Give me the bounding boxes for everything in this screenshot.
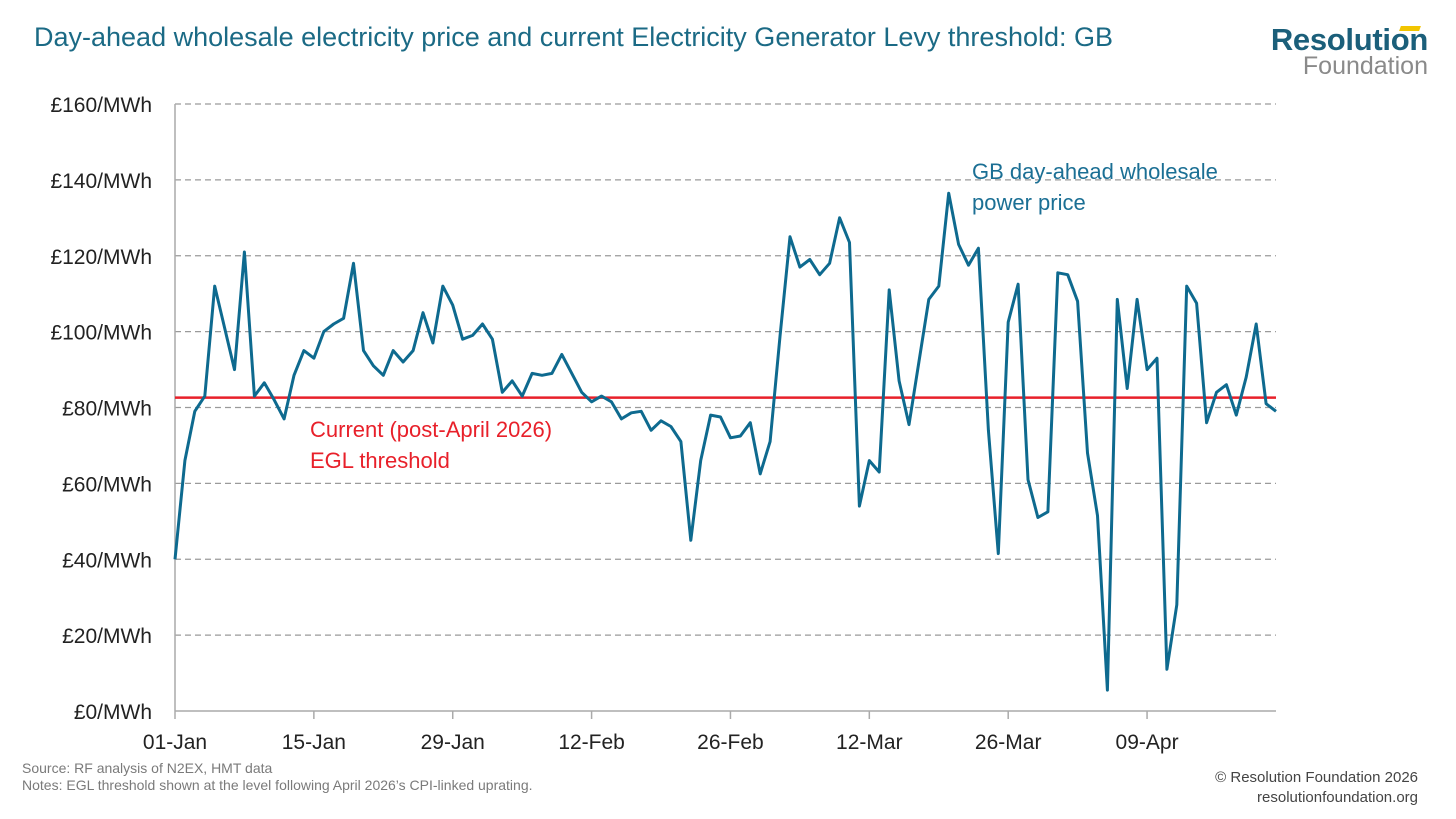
x-tick-label: 29-Jan [421,731,485,754]
y-tick-label: £120/MWh [50,246,152,269]
x-tick-label: 15-Jan [282,731,346,754]
footer-notes: Source: RF analysis of N2EX, HMT data No… [22,760,533,794]
website-link[interactable]: resolutionfoundation.org [1257,789,1418,806]
y-axis-ticks: £0/MWh £20/MWh £40/MWh £60/MWh £80/MWh £100/M… [50,94,152,724]
y-tick-label: £0/MWh [74,701,152,724]
x-tick-label: 26-Feb [697,731,764,754]
logo-line2: Foundation [1302,52,1428,80]
logo-line1: Resolution [1270,22,1428,57]
x-tick-label: 26-Mar [975,731,1042,754]
copyright-text: © Resolution Foundation 2026 [1215,769,1418,786]
series-label-line1: GB day-ahead wholesale [972,159,1218,184]
series-label-line2: power price [972,190,1086,215]
notes-text: Notes: EGL threshold shown at the level … [22,777,533,793]
y-tick-label: £40/MWh [62,549,152,572]
egl-label-line2: EGL threshold [310,448,450,473]
y-tick-label: £80/MWh [62,398,152,421]
x-tick-label: 09-Apr [1116,731,1179,754]
x-axis: 01-Jan 15-Jan 29-Jan 12-Feb 26-Feb 12-Mar 26-M… [143,710,1276,754]
x-tick-label: 01-Jan [143,731,207,754]
gridlines [175,103,1276,636]
y-tick-label: £160/MWh [50,94,152,117]
y-tick-label: £100/MWh [50,322,152,345]
y-tick-label: £140/MWh [50,170,152,193]
y-tick-label: £20/MWh [62,625,152,648]
source-note: Source: RF analysis of N2EX, HMT data [22,760,273,776]
chart-title: Day-ahead wholesale electricity price an… [34,22,1113,52]
copyright-block: © Resolution Foundation 2026 resolutionf… [1215,768,1418,808]
y-tick-label: £60/MWh [62,473,152,496]
wholesale-price-series-line [173,191,1277,692]
price-series-label: GB day-ahead wholesale power price [972,156,1218,218]
x-tick-label: 12-Feb [558,731,625,754]
x-tick-label: 12-Mar [836,731,903,754]
egl-label-line1: Current (post-April 2026) [310,417,553,442]
series-points [174,193,1277,691]
egl-threshold-label: Current (post-April 2026) EGL threshold [300,414,563,476]
